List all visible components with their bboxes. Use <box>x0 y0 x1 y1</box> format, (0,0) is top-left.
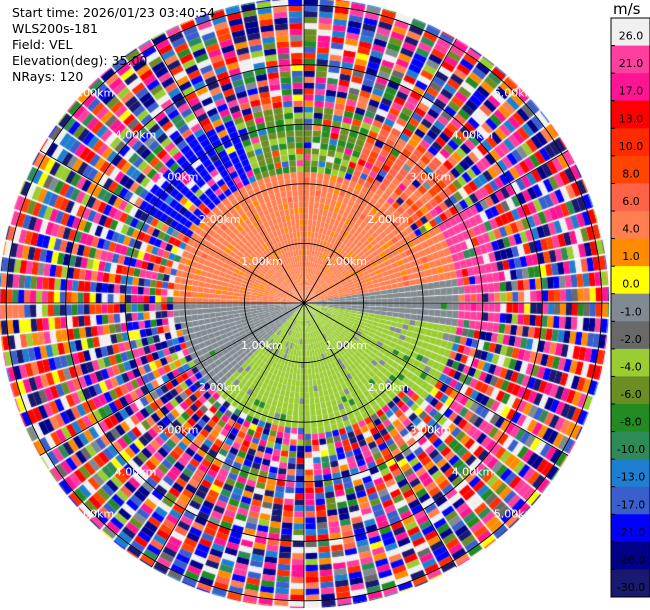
start-time-label: Start time: <box>12 5 79 20</box>
range-label-4km: 4.00km <box>115 129 157 142</box>
radial-line-60 <box>303 150 569 304</box>
colorbar-tick-label: -8.0 <box>620 416 641 429</box>
radial-line-330 <box>151 38 305 304</box>
colorbar-tick-label: 26.0 <box>619 30 644 43</box>
nrays-value: 120 <box>59 69 84 84</box>
start-time-line: Start time: 2026/01/23 03:40:54 <box>12 5 215 21</box>
colorbar-tick-label: -17.0 <box>617 498 645 511</box>
radial-line-300 <box>39 150 305 304</box>
field-line: Field: VEL <box>12 37 215 53</box>
colorbar-tick-label: 6.0 <box>622 195 640 208</box>
range-label-3km: 3.00km <box>157 423 199 436</box>
range-label-2km: 2.00km <box>199 381 241 394</box>
range-label-4km: 4.00km <box>452 129 494 142</box>
field-value: VEL <box>49 37 73 52</box>
colorbar-tick-label: 4.0 <box>622 223 640 236</box>
colorbar-swatch <box>611 211 650 240</box>
start-time-value: 2026/01/23 03:40:54 <box>82 5 216 20</box>
colorbar-tick-label: -1.0 <box>620 305 641 318</box>
colorbar-tick-label: -6.0 <box>620 388 641 401</box>
info-block: Start time: 2026/01/23 03:40:54 WLS200s-… <box>12 5 215 85</box>
instrument-name: WLS200s-181 <box>12 21 98 36</box>
nrays-label: NRays: <box>12 69 56 84</box>
colorbar-swatch <box>611 155 650 184</box>
range-label-2km: 2.00km <box>367 381 409 394</box>
colorbar-swatch <box>611 45 650 74</box>
colorbar-tick-label: -30.0 <box>617 581 645 594</box>
range-label-1km: 1.00km <box>241 339 283 352</box>
radial-line-240 <box>39 302 305 456</box>
range-label-1km: 1.00km <box>325 255 367 268</box>
range-label-5km: 5.00km <box>494 86 536 99</box>
colorbar-swatch <box>611 183 650 212</box>
colorbar-swatch <box>611 569 650 598</box>
range-label-4km: 4.00km <box>115 465 157 478</box>
colorbar-swatch <box>611 321 650 350</box>
range-label-3km: 3.00km <box>157 171 199 184</box>
colorbar-tick-label: 13.0 <box>619 112 644 125</box>
colorbar-swatch <box>611 100 650 129</box>
radial-line-120 <box>303 302 569 456</box>
colorbar-swatch <box>611 348 650 377</box>
range-label-3km: 3.00km <box>410 423 452 436</box>
colorbar-tick-label: 8.0 <box>622 167 640 180</box>
colorbar-swatch <box>611 266 650 295</box>
nrays-line: NRays: 120 <box>12 69 215 85</box>
colorbar-border <box>610 17 650 598</box>
colorbar-swatch <box>611 293 650 322</box>
colorbar-tick-label: -13.0 <box>617 471 645 484</box>
colorbar-tick-label: 10.0 <box>619 140 644 153</box>
range-label-2km: 2.00km <box>367 213 409 226</box>
range-label-5km: 5.00km <box>73 86 115 99</box>
elevation-line: Elevation(deg): 35.00 <box>12 53 215 69</box>
colorbar-tick-label: -2.0 <box>620 333 641 346</box>
colorbar-tick-label: -4.0 <box>620 360 641 373</box>
range-label-2km: 2.00km <box>199 213 241 226</box>
colorbar-tick-label: 0.0 <box>622 278 640 291</box>
range-label-5km: 5.00km <box>73 508 115 521</box>
colorbar-swatch <box>611 431 650 460</box>
elevation-label: Elevation(deg): <box>12 53 108 68</box>
colorbar-tick-label: 17.0 <box>619 85 644 98</box>
colorbar-swatch <box>611 514 650 543</box>
colorbar-swatch <box>611 486 650 515</box>
radial-line-210 <box>151 302 305 568</box>
radial-line-150 <box>303 302 457 568</box>
range-label-4km: 4.00km <box>452 465 494 478</box>
range-label-3km: 3.00km <box>410 171 452 184</box>
colorbar-swatch <box>611 73 650 102</box>
colorbar-tick-label: -21.0 <box>617 526 645 539</box>
colorbar-unit: m/s <box>613 0 641 18</box>
range-label-5km: 5.00km <box>494 508 536 521</box>
range-label-1km: 1.00km <box>241 255 283 268</box>
colorbar-swatch <box>611 376 650 405</box>
colorbar-swatch <box>611 541 650 570</box>
colorbar-swatch <box>611 459 650 488</box>
colorbar-swatch <box>611 238 650 267</box>
colorbar-tick-label: 1.0 <box>622 250 640 263</box>
range-label-1km: 1.00km <box>325 339 367 352</box>
elevation-value: 35.00 <box>111 53 148 68</box>
colorbar-tick-label: -10.0 <box>617 443 645 456</box>
field-label: Field: <box>12 37 46 52</box>
colorbar-tick-label: -26.0 <box>617 553 645 566</box>
colorbar-tick-label: 21.0 <box>619 57 644 70</box>
colorbar-swatch <box>611 18 650 47</box>
colorbar-swatch <box>611 404 650 433</box>
radial-line-30 <box>303 38 457 304</box>
colorbar-swatch <box>611 128 650 157</box>
